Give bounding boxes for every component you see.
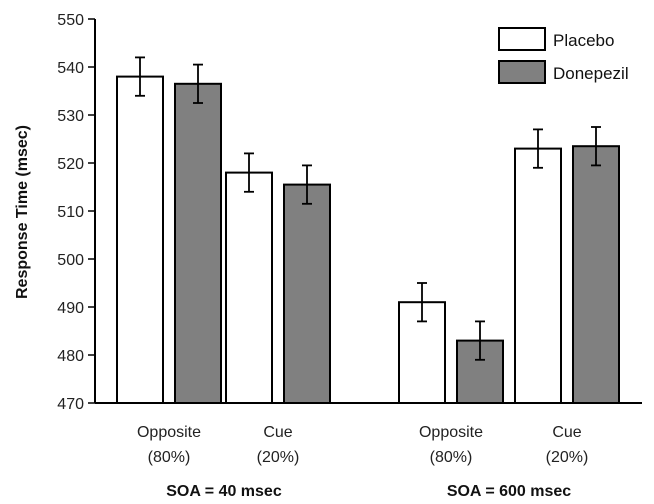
y-tick-label: 550: [57, 12, 84, 29]
bar-placebo: [225, 171, 273, 404]
category-label: Cue: [263, 424, 292, 441]
bar-placebo: [116, 75, 164, 404]
category-label: Cue: [552, 424, 581, 441]
y-axis-label: Response Time (msec): [14, 125, 31, 299]
y-tick-label: 500: [57, 252, 84, 269]
legend-swatch-placebo: [498, 27, 546, 51]
y-tick-label: 520: [57, 156, 84, 173]
category-sublabel: (80%): [148, 449, 191, 466]
bars-layer: [116, 75, 620, 405]
legend-label-donepezil: Donepezil: [553, 64, 629, 83]
bar-donepezil: [283, 183, 331, 404]
group-label: SOA = 600 msec: [447, 483, 571, 500]
y-tick-label: 490: [57, 300, 84, 317]
category-sublabel: (80%): [430, 449, 473, 466]
category-sublabel: (20%): [257, 449, 300, 466]
group-label: SOA = 40 msec: [166, 483, 282, 500]
y-tick-label: 530: [57, 108, 84, 125]
bar-donepezil: [572, 145, 620, 404]
error-bars-layer: [135, 56, 601, 361]
category-label: Opposite: [419, 424, 483, 441]
legend-swatch-donepezil: [498, 60, 546, 84]
bar-placebo: [514, 147, 562, 404]
y-tick-label: 470: [57, 396, 84, 413]
category-sublabel: (20%): [546, 449, 589, 466]
bar-donepezil: [174, 82, 222, 405]
y-tick-label: 480: [57, 348, 84, 365]
y-tick-label: 510: [57, 204, 84, 221]
y-tick-label: 540: [57, 60, 84, 77]
x-axis-labels: Opposite (80%) Cue (20%) SOA = 40 msec Opposi…: [137, 424, 588, 500]
category-label: Opposite: [137, 424, 201, 441]
legend-label-placebo: Placebo: [553, 31, 614, 50]
legend: Placebo Donepezil: [498, 27, 629, 84]
